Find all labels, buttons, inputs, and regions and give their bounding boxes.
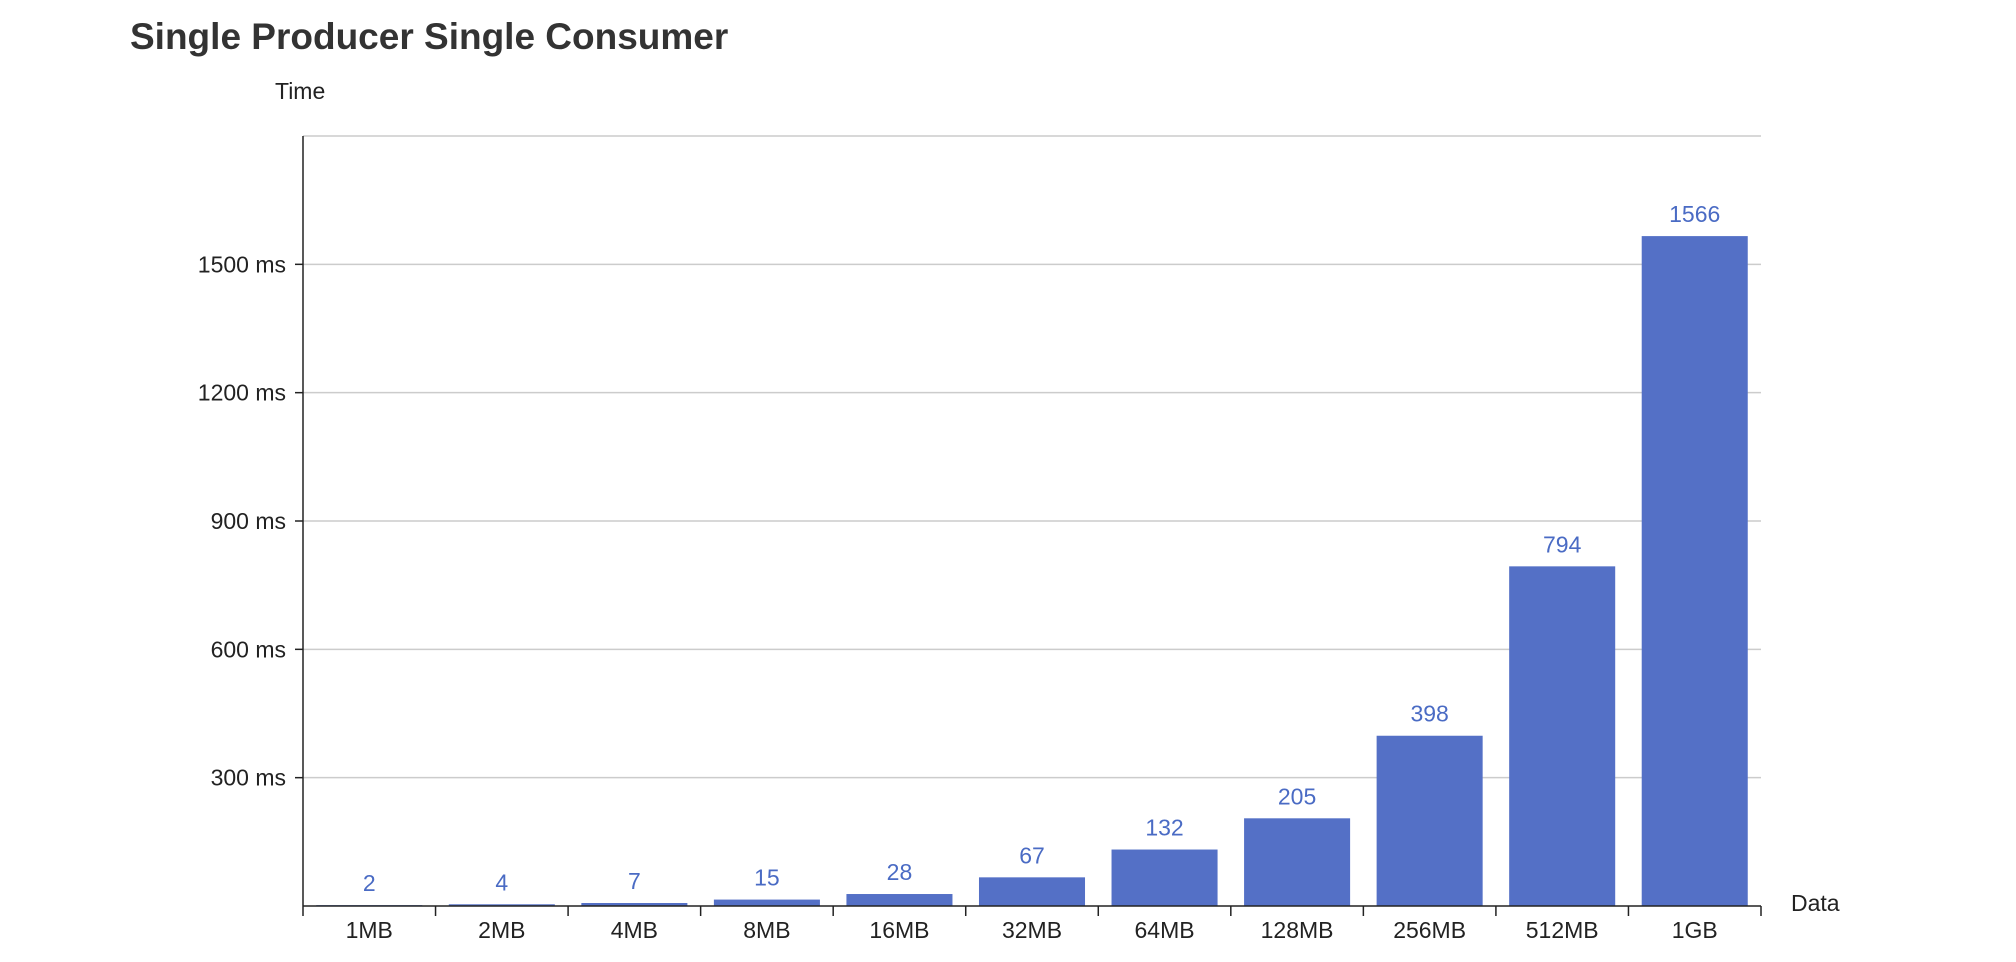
x-tick-label: 32MB [1002,917,1062,943]
y-tick-label: 1200 ms [198,380,286,406]
bar [1641,236,1748,907]
bar [581,903,688,906]
x-tick-label: 1GB [1672,917,1718,943]
data-label: 794 [1543,531,1582,557]
data-label: 67 [1019,842,1045,868]
y-tick-label: 600 ms [211,636,286,662]
axes: 300 ms 600 ms 900 ms 1200 ms 1500 ms 1MB 2MB 4M… [198,136,1762,943]
x-tick-label: 16MB [869,917,929,943]
data-label: 205 [1278,783,1316,809]
bar [1244,818,1351,906]
y-tick-label: 300 ms [211,765,286,791]
data-label: 28 [887,859,913,885]
data-label: 15 [754,865,780,891]
y-tick-label: 1500 ms [198,251,286,277]
data-labels: 2 4 7 15 28 67 132 205 398 794 1566 [363,201,1720,896]
data-label: 132 [1145,815,1183,841]
y-axis-title: Time [275,78,325,104]
x-tick-label: 64MB [1134,917,1194,943]
bar [713,899,820,906]
gridlines [303,135,1761,779]
data-label: 4 [495,869,508,895]
bar [846,894,953,906]
bar [1509,566,1616,906]
bar [1376,735,1483,906]
bar [1111,849,1218,906]
x-tick-label: 256MB [1393,917,1466,943]
x-axis-title: Data [1791,890,1840,916]
data-label: 2 [363,870,376,896]
bar [978,877,1086,906]
bar [448,904,555,906]
chart-title: Single Producer Single Consumer [130,16,729,57]
x-tick-label: 2MB [478,917,525,943]
x-tick-label: 128MB [1261,917,1334,943]
data-label: 7 [628,868,641,894]
x-tick-label: 1MB [346,917,393,943]
x-tick-label: 8MB [743,917,790,943]
bars [316,236,1748,907]
y-tick-label: 900 ms [211,508,286,534]
data-label: 1566 [1669,201,1720,227]
x-tick-label: 4MB [611,917,658,943]
x-tick-label: 512MB [1526,917,1599,943]
data-label: 398 [1410,701,1448,727]
